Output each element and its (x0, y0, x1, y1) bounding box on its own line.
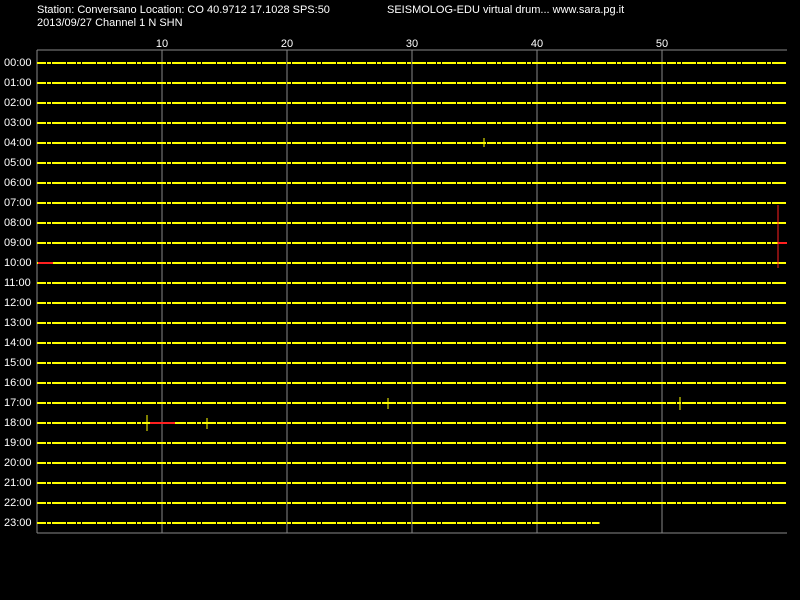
hour-label: 03:00 (4, 117, 32, 129)
hour-label: 19:00 (4, 437, 32, 449)
hour-label: 04:00 (4, 137, 32, 149)
hour-label: 05:00 (4, 157, 32, 169)
program-info: SEISMOLOG-EDU virtual drum... www.sara.p… (387, 4, 624, 16)
x-tick-label: 50 (656, 38, 668, 50)
hour-label: 13:00 (4, 317, 32, 329)
date-channel: 2013/09/27 Channel 1 N SHN (37, 17, 183, 29)
hour-label: 21:00 (4, 477, 32, 489)
hour-label: 17:00 (4, 397, 32, 409)
plot-area: 10 20 30 40 50 00:00 01:00 02:00 03:00 04:00 05:00… (4, 38, 787, 534)
hour-label: 07:00 (4, 197, 32, 209)
hour-label: 12:00 (4, 297, 32, 309)
station-info: Station: Conversano Location: CO 40.9712… (37, 4, 330, 16)
hour-label: 09:00 (4, 237, 32, 249)
hour-label: 20:00 (4, 457, 32, 469)
hour-label: 02:00 (4, 97, 32, 109)
hour-label: 06:00 (4, 177, 32, 189)
hour-label: 01:00 (4, 77, 32, 89)
x-tick-label: 30 (406, 38, 418, 50)
hour-label: 08:00 (4, 217, 32, 229)
hour-label: 23:00 (4, 517, 32, 529)
hour-label: 11:00 (4, 277, 31, 289)
hour-label: 22:00 (4, 497, 32, 509)
spikes (146, 138, 681, 431)
x-tick-label: 20 (281, 38, 293, 50)
hour-label: 00:00 (4, 57, 32, 69)
hour-label: 18:00 (4, 417, 32, 429)
hour-label: 15:00 (4, 357, 32, 369)
x-tick-label: 40 (531, 38, 543, 50)
x-tick-label: 10 (156, 38, 168, 50)
hour-label: 16:00 (4, 377, 32, 389)
hour-label: 10:00 (4, 257, 32, 269)
events (38, 205, 787, 424)
hour-label: 14:00 (4, 337, 32, 349)
